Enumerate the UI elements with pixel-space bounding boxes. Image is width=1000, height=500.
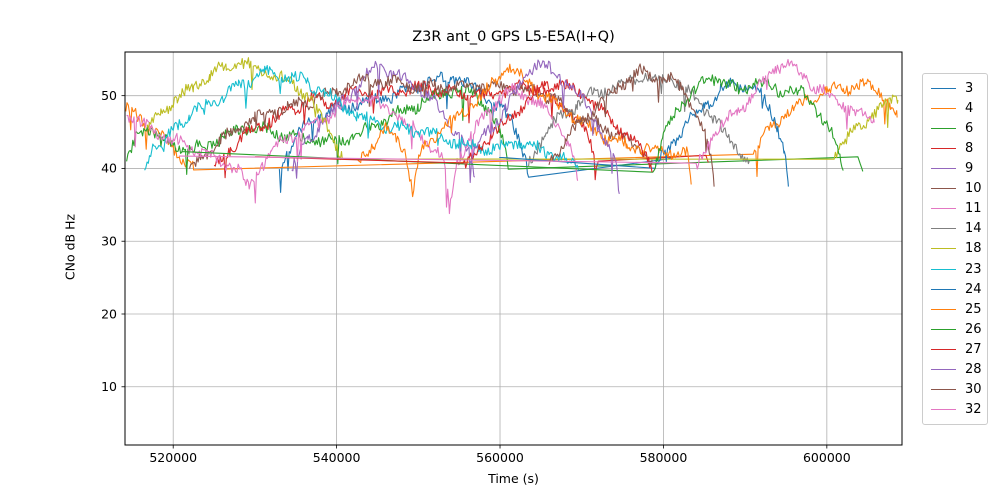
legend-item-23: 23 [931, 259, 982, 279]
legend-item-10: 10 [931, 179, 982, 199]
legend-item-11: 11 [931, 199, 982, 219]
legend-swatch [931, 369, 956, 371]
legend-swatch [931, 208, 956, 210]
legend-item-label: 26 [965, 321, 982, 337]
tick-labels: 520000 540000 560000 580000 600000 10 20 30 40 50 [101, 88, 851, 465]
y-tick-label: 30 [101, 234, 117, 249]
series-line-4 [125, 78, 898, 178]
legend-swatch [931, 248, 956, 250]
legend-item-label: 28 [965, 362, 982, 378]
y-tick-label: 20 [101, 306, 117, 321]
legend-item-18: 18 [931, 239, 982, 259]
legend-item-9: 9 [931, 158, 981, 178]
x-tick-label: 560000 [476, 450, 524, 465]
legend-item-label: 27 [965, 341, 982, 357]
legend-item-3: 3 [931, 78, 981, 98]
y-tick-label: 50 [101, 88, 117, 103]
legend-item-6: 6 [931, 118, 981, 138]
series-line-24 [499, 77, 789, 187]
series-line-23 [144, 64, 580, 171]
y-tick-label: 40 [101, 161, 117, 176]
legend-item-label: 9 [965, 160, 974, 176]
legend-item-label: 25 [965, 301, 982, 317]
x-tick-label: 580000 [640, 450, 688, 465]
legend-item-label: 3 [965, 80, 974, 96]
series-line-28 [469, 59, 620, 195]
legend-item-30: 30 [931, 380, 982, 400]
series-line-32 [178, 58, 875, 170]
grid [125, 52, 902, 445]
legend-item-label: 8 [965, 140, 974, 156]
legend-item-label: 24 [965, 281, 982, 297]
legend-swatch [931, 409, 956, 411]
legend-swatch [931, 288, 956, 290]
axis-ticks [121, 95, 828, 449]
legend-swatch [931, 268, 956, 270]
axes-frame [124, 51, 903, 446]
legend-item-27: 27 [931, 339, 982, 359]
legend-item-label: 11 [965, 201, 982, 217]
chart-title: Z3R ant_0 GPS L5-E5A(I+Q) [412, 29, 615, 45]
x-tick-label: 540000 [313, 450, 361, 465]
legend: 3 4 6 8 9 10 11 14 18 23 24 25 26 27 28 30 32 [922, 73, 988, 425]
legend-item-26: 26 [931, 319, 982, 339]
legend-item-label: 32 [965, 402, 982, 418]
series-line-25 [356, 63, 692, 198]
legend-item-label: 10 [965, 181, 982, 197]
x-tick-label: 520000 [149, 450, 197, 465]
legend-item-label: 23 [965, 261, 982, 277]
legend-item-label: 30 [965, 382, 982, 398]
legend-swatch [931, 188, 956, 190]
y-tick-label: 10 [101, 379, 117, 394]
legend-swatch [931, 127, 956, 129]
y-axis-label: CNo dB Hz [62, 213, 78, 281]
legend-swatch [931, 87, 956, 89]
legend-item-14: 14 [931, 219, 982, 239]
legend-swatch [931, 348, 956, 350]
legend-item-28: 28 [931, 360, 982, 380]
legend-swatch [931, 107, 956, 109]
series-line-9 [291, 60, 476, 184]
series-line-27 [254, 79, 653, 173]
legend-swatch [931, 308, 956, 310]
x-axis-label: Time (s) [488, 471, 539, 486]
legend-swatch [931, 389, 956, 391]
legend-item-25: 25 [931, 299, 982, 319]
x-tick-label: 600000 [803, 450, 851, 465]
series-line-11 [126, 82, 579, 215]
series-line-26 [181, 74, 844, 173]
legend-swatch [931, 328, 956, 330]
legend-item-label: 6 [965, 120, 974, 136]
series-line-30 [548, 63, 715, 187]
legend-swatch [931, 147, 956, 149]
legend-item-label: 4 [965, 100, 974, 116]
legend-swatch [931, 228, 956, 230]
legend-swatch [931, 167, 956, 169]
legend-item-32: 32 [931, 400, 982, 420]
legend-item-label: 18 [965, 241, 982, 257]
legend-item-label: 14 [965, 221, 982, 237]
legend-item-8: 8 [931, 138, 981, 158]
legend-item-24: 24 [931, 279, 982, 299]
legend-item-4: 4 [931, 98, 981, 118]
series-line-18 [146, 57, 899, 161]
